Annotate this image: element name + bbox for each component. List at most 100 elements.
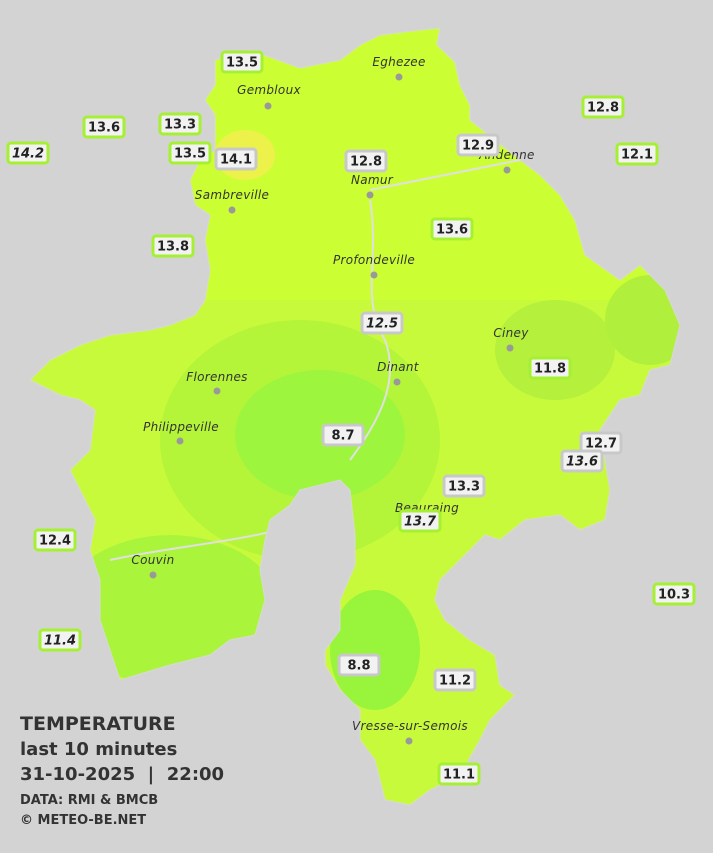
station-value: 13.5 (174, 147, 206, 162)
legend-credit: © METEO-BE.NET (20, 813, 146, 828)
station-value: 12.5 (366, 317, 398, 332)
city-name: Ciney (493, 326, 529, 340)
station-label: 13.6 (82, 115, 126, 139)
station-box (168, 141, 212, 165)
station-label: 12.9 (456, 133, 500, 157)
station-value: 13.8 (157, 240, 189, 255)
station-value: 12.1 (621, 148, 653, 163)
station-value: 11.1 (443, 768, 475, 783)
station-box (437, 762, 481, 786)
station-label: 8.8 (337, 653, 381, 677)
station-label: 8.7 (321, 423, 365, 447)
station-label: 13.5 (220, 50, 264, 74)
station-label: 11.8 (528, 356, 572, 380)
city-dot (395, 73, 403, 81)
station-box (430, 217, 474, 241)
station-label: 13.6 (560, 449, 604, 473)
station-box (337, 653, 381, 677)
station-value: 13.7 (404, 515, 437, 530)
station-label: 13.3 (442, 474, 486, 498)
city-name: Dinant (377, 360, 420, 374)
station-value: 13.6 (436, 223, 468, 238)
city-name: Eghezee (372, 55, 425, 69)
city-dot (149, 571, 157, 579)
station-value: 10.3 (658, 588, 690, 603)
legend-title: TEMPERATURE (20, 713, 176, 735)
station-value: 12.8 (350, 155, 382, 170)
city-dot (176, 437, 184, 445)
station-value: 13.6 (566, 455, 598, 470)
station-value: 12.9 (462, 139, 494, 154)
city-dot (228, 206, 236, 214)
legend-datetime: 31-10-2025 | 22:00 (20, 764, 224, 785)
station-label: 13.3 (158, 112, 202, 136)
city-name: Vresse-sur-Semois (352, 719, 468, 733)
station-label: 11.2 (433, 668, 477, 692)
city-name: Profondeville (333, 253, 415, 267)
station-label: 12.1 (615, 142, 659, 166)
city-dot (405, 737, 413, 745)
station-value: 13.3 (448, 480, 480, 495)
station-label: 12.7 (579, 431, 623, 455)
station-label: 13.6 (430, 217, 474, 241)
station-value: 11.8 (534, 362, 566, 377)
legend: TEMPERATURE last 10 minutes 31-10-2025 |… (20, 713, 224, 828)
city-name: Namur (351, 173, 394, 187)
city-name: Philippeville (143, 420, 219, 434)
station-box (433, 668, 477, 692)
station-box (82, 115, 126, 139)
station-box (442, 474, 486, 498)
station-box (151, 234, 195, 258)
station-label: 13.8 (151, 234, 195, 258)
station-box (398, 509, 442, 533)
station-label: 11.1 (437, 762, 481, 786)
station-box (214, 147, 258, 171)
city-dot (264, 102, 272, 110)
station-value: 14.1 (220, 153, 252, 168)
station-box (581, 95, 625, 119)
station-box (6, 141, 50, 165)
station-box (33, 528, 77, 552)
station-value: 14.2 (12, 147, 44, 162)
station-box (220, 50, 264, 74)
station-box (652, 582, 696, 606)
city-dot (503, 166, 511, 174)
station-value: 12.4 (39, 534, 71, 549)
station-box (344, 149, 388, 173)
station-value: 8.8 (347, 659, 370, 674)
station-label: 12.4 (33, 528, 77, 552)
station-value: 13.6 (88, 121, 120, 136)
station-value: 12.8 (587, 101, 619, 116)
station-value: 12.7 (585, 437, 617, 452)
station-value: 13.5 (226, 56, 258, 71)
station-value: 11.4 (44, 634, 76, 649)
city-dot (370, 271, 378, 279)
station-label: 14.1 (214, 147, 258, 171)
station-label: 12.8 (344, 149, 388, 173)
station-box (615, 142, 659, 166)
station-value: 13.3 (164, 118, 196, 133)
station-label: 12.5 (360, 311, 404, 335)
station-box (38, 628, 82, 652)
cities: EghezeeGemblouxAndenneNamurSambrevillePr… (131, 55, 534, 745)
station-box (528, 356, 572, 380)
stations: 13.5 13.6 13.3 13.5 14.1 14.2 12.8 12.9 12.8 12.1… (6, 50, 696, 786)
city-dot (213, 387, 221, 395)
station-label: 10.3 (652, 582, 696, 606)
station-box (360, 311, 404, 335)
station-box (321, 423, 365, 447)
station-box (158, 112, 202, 136)
station-label: 13.7 (398, 509, 442, 533)
city-dot (506, 344, 514, 352)
city-dot (366, 191, 374, 199)
station-value: 11.2 (439, 674, 471, 689)
city-name: Florennes (186, 370, 247, 384)
legend-source: DATA: RMI & BMCB (20, 793, 158, 808)
station-label: 12.8 (581, 95, 625, 119)
station-box (456, 133, 500, 157)
station-label: 11.4 (38, 628, 82, 652)
station-label: 14.2 (6, 141, 50, 165)
city-name: Gembloux (237, 83, 301, 97)
city-dot (393, 378, 401, 386)
